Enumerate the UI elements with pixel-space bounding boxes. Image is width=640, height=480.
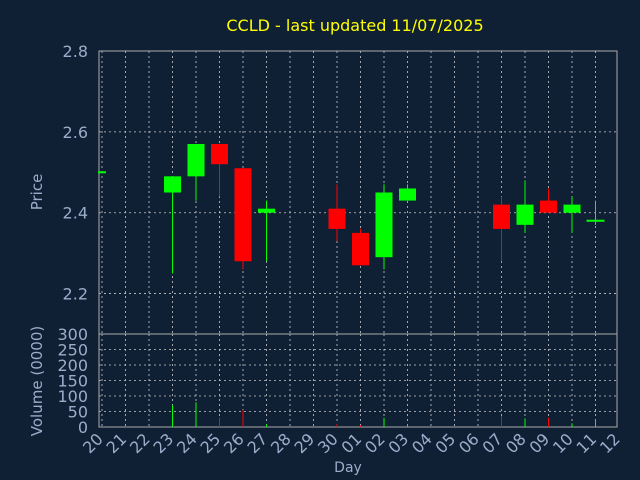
candle-body	[211, 143, 228, 165]
volume-ytick-label: 50	[68, 403, 88, 422]
chart-title: CCLD - last updated 11/07/2025	[226, 16, 483, 35]
volume-ytick-label: 250	[57, 341, 88, 360]
candle-body	[563, 204, 581, 213]
candle-body	[164, 176, 181, 193]
candle-body	[399, 188, 416, 201]
price-ytick-label: 2.6	[63, 123, 88, 142]
candle-body	[516, 204, 534, 225]
price-ytick-label: 2.4	[63, 204, 88, 223]
volume-ytick-label: 200	[57, 356, 88, 375]
price-panel: 2.2 2.4 2.6 2.8 Price	[28, 42, 618, 335]
price-ytick-label: 2.8	[63, 42, 88, 61]
candle-body	[234, 168, 252, 262]
candle-body	[375, 192, 393, 258]
x-axis-label: Day	[334, 460, 362, 476]
volume-ytick-label: 0	[78, 418, 88, 437]
price-ytick-label: 2.2	[63, 285, 88, 304]
volume-bars	[172, 402, 596, 427]
price-candles	[98, 143, 605, 274]
candle-body	[258, 208, 275, 213]
x-tick-labels: 2021222324252627282930010203040506070809…	[79, 429, 624, 457]
volume-ytick-label: 100	[57, 387, 88, 406]
candle-body	[187, 143, 205, 177]
candle-body	[328, 208, 346, 229]
volume-ytick-label: 300	[57, 325, 88, 344]
price-ytick-labels: 2.2 2.4 2.6 2.8	[63, 42, 88, 304]
volume-axis-label: Volume (0000)	[28, 326, 46, 436]
volume-grid	[99, 334, 617, 427]
candle-body	[352, 232, 369, 266]
candle-body	[493, 204, 510, 229]
volume-plot-frame	[98, 333, 618, 428]
candle-body	[540, 200, 557, 213]
volume-ytick-label: 150	[57, 372, 88, 391]
price-axis-label: Price	[28, 174, 46, 211]
